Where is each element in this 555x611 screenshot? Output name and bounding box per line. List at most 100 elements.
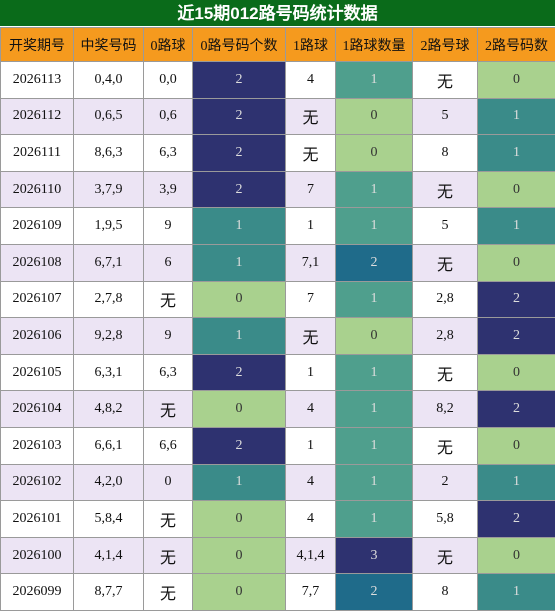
table-cell: 4,1,4: [74, 537, 144, 574]
table-cell: 2026113: [1, 62, 74, 99]
count-cell: 0: [478, 62, 555, 99]
table-cell: 2026100: [1, 537, 74, 574]
table-cell: 6,6: [144, 427, 193, 464]
table-cell: 无: [286, 318, 336, 355]
count-cell: 1: [336, 391, 413, 428]
count-cell: 1: [336, 427, 413, 464]
count-cell: 2: [336, 574, 413, 611]
count-cell: 2: [478, 281, 555, 318]
count-cell: 1: [193, 208, 286, 245]
header-cell: 1路球: [286, 28, 336, 62]
table-cell: 2026099: [1, 574, 74, 611]
table-cell: 2026111: [1, 135, 74, 172]
header-cell: 2路号码数: [478, 28, 555, 62]
count-cell: 1: [336, 281, 413, 318]
count-cell: 1: [336, 171, 413, 208]
count-cell: 0: [478, 171, 555, 208]
table-cell: 无: [144, 574, 193, 611]
table-cell: 4,2,0: [74, 464, 144, 501]
table-cell: 无: [144, 501, 193, 538]
table-cell: 无: [413, 427, 478, 464]
table-cell: 4: [286, 391, 336, 428]
table-cell: 9: [144, 208, 193, 245]
table-cell: 7,1: [286, 244, 336, 281]
table-cell: 6,3: [144, 135, 193, 172]
count-cell: 0: [193, 537, 286, 574]
table-cell: 8,2: [413, 391, 478, 428]
table-cell: 2,8: [413, 281, 478, 318]
count-cell: 2: [193, 354, 286, 391]
table-cell: 7: [286, 281, 336, 318]
table-cell: 4: [286, 501, 336, 538]
table-cell: 9: [144, 318, 193, 355]
count-cell: 1: [478, 574, 555, 611]
table-cell: 4,1,4: [286, 537, 336, 574]
count-cell: 2: [478, 391, 555, 428]
count-cell: 0: [336, 318, 413, 355]
table-cell: 9,2,8: [74, 318, 144, 355]
table-cell: 无: [144, 281, 193, 318]
table-cell: 2026102: [1, 464, 74, 501]
count-cell: 1: [478, 464, 555, 501]
count-cell: 1: [193, 464, 286, 501]
table-cell: 无: [413, 171, 478, 208]
header-cell: 1路球数量: [336, 28, 413, 62]
count-cell: 0: [193, 281, 286, 318]
table-cell: 2: [413, 464, 478, 501]
header-cell: 0路球: [144, 28, 193, 62]
table-cell: 2026101: [1, 501, 74, 538]
count-cell: 2: [336, 244, 413, 281]
table-cell: 0,6,5: [74, 98, 144, 135]
table-cell: 4,8,2: [74, 391, 144, 428]
count-cell: 0: [478, 354, 555, 391]
table-cell: 5: [413, 98, 478, 135]
count-cell: 1: [193, 244, 286, 281]
table-cell: 3,9: [144, 171, 193, 208]
table-cell: 无: [413, 244, 478, 281]
table-cell: 2026103: [1, 427, 74, 464]
table-cell: 无: [413, 62, 478, 99]
count-cell: 0: [478, 537, 555, 574]
count-cell: 1: [336, 501, 413, 538]
table-cell: 无: [144, 391, 193, 428]
count-cell: 1: [478, 208, 555, 245]
count-cell: 2: [193, 171, 286, 208]
table-cell: 1,9,5: [74, 208, 144, 245]
table-cell: 2026104: [1, 391, 74, 428]
table-cell: 4: [286, 62, 336, 99]
table-cell: 2,7,8: [74, 281, 144, 318]
table-cell: 0: [144, 464, 193, 501]
table-cell: 6,6,1: [74, 427, 144, 464]
table-cell: 5,8: [413, 501, 478, 538]
table-cell: 6,3: [144, 354, 193, 391]
count-cell: 1: [336, 464, 413, 501]
table-cell: 2,8: [413, 318, 478, 355]
table-cell: 3,7,9: [74, 171, 144, 208]
count-cell: 0: [336, 98, 413, 135]
table-cell: 无: [286, 135, 336, 172]
count-cell: 2: [193, 62, 286, 99]
count-cell: 2: [193, 98, 286, 135]
table-cell: 2026106: [1, 318, 74, 355]
table-cell: 7,7: [286, 574, 336, 611]
count-cell: 1: [336, 208, 413, 245]
count-cell: 0: [478, 244, 555, 281]
count-cell: 0: [336, 135, 413, 172]
count-cell: 1: [193, 318, 286, 355]
count-cell: 1: [478, 135, 555, 172]
count-cell: 2: [193, 135, 286, 172]
table-cell: 8: [413, 574, 478, 611]
table-cell: 5: [413, 208, 478, 245]
table-cell: 无: [286, 98, 336, 135]
table-cell: 2026110: [1, 171, 74, 208]
count-cell: 2: [478, 501, 555, 538]
